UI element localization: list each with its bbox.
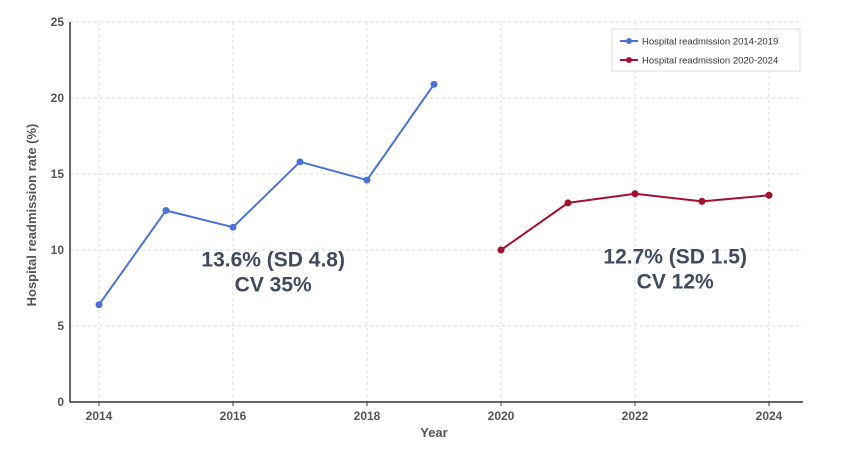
annotation-text: CV 35%: [235, 273, 312, 296]
legend-label: Hospital readmission 2014-2019: [642, 37, 778, 48]
legend-marker: [626, 38, 632, 44]
x-tick-label: 2018: [354, 409, 381, 423]
data-point: [363, 176, 371, 184]
data-point: [765, 191, 773, 199]
annotation-text: 13.6% (SD 4.8): [201, 248, 345, 271]
x-tick-label: 2024: [756, 409, 783, 423]
x-tick-label: 2016: [220, 409, 247, 423]
y-tick-label: 20: [51, 91, 65, 105]
axes: [69, 22, 803, 403]
data-point: [698, 197, 706, 205]
x-tick-label: 2020: [488, 409, 515, 423]
y-tick-label: 10: [51, 243, 65, 257]
grid: [70, 21, 803, 402]
data-point: [430, 80, 438, 88]
legend: Hospital readmission 2014-2019 Hospital r…: [611, 28, 801, 72]
x-ticks: 2014 2016 2018 2020 2022 2024: [86, 402, 783, 423]
y-tick-label: 15: [51, 167, 65, 181]
series-2: [497, 190, 773, 254]
y-axis-title: Hospital readmission rate (%): [24, 124, 39, 307]
legend-label: Hospital readmission 2020-2024: [642, 56, 778, 67]
y-tick-label: 25: [51, 15, 65, 29]
data-point: [162, 206, 170, 214]
annotations: 13.6% (SD 4.8)CV 35% 12.7% (SD 1.5)CV 12%: [201, 245, 747, 296]
y-tick-label: 0: [57, 395, 64, 409]
x-tick-label: 2022: [622, 409, 649, 423]
series-1: [95, 80, 438, 309]
legend-marker: [626, 57, 632, 63]
data-point: [631, 190, 639, 198]
y-ticks: 0 5 10 15 20 25: [51, 15, 65, 409]
series-layer: [95, 80, 773, 309]
data-point: [95, 301, 103, 309]
series-line: [98, 83, 435, 306]
data-point: [229, 223, 237, 231]
annotation-text: CV 12%: [637, 270, 714, 293]
annotation-text: 12.7% (SD 1.5): [603, 245, 747, 268]
x-axis-title: Year: [420, 425, 447, 440]
data-point: [564, 199, 572, 207]
x-tick-label: 2014: [86, 409, 113, 423]
data-point: [296, 158, 304, 166]
data-point: [497, 246, 505, 254]
y-tick-label: 5: [57, 319, 64, 333]
legend-box: [611, 28, 801, 72]
